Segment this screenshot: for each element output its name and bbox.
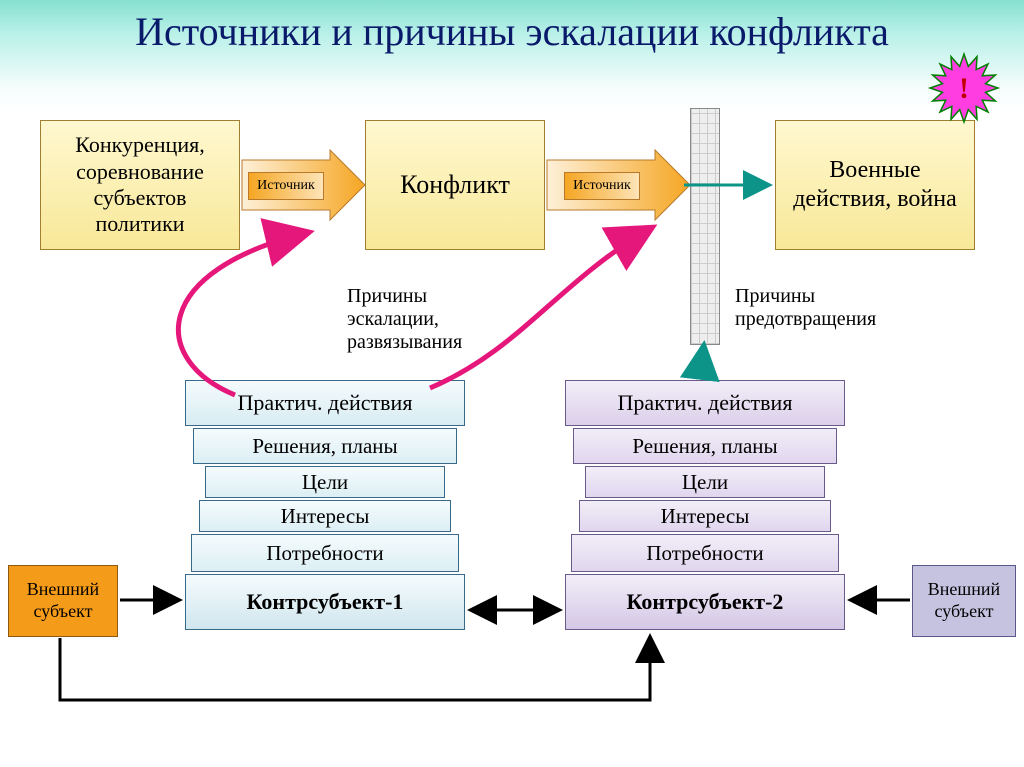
svg-text:!: ! <box>959 72 969 105</box>
arrow-label-1: Источник <box>248 172 324 200</box>
stack-countersubject-1: Практич. действия Решения, планы Цели Ин… <box>185 380 465 630</box>
box-external-right: Внешний субъект <box>912 565 1016 637</box>
layer-decisions-1: Решения, планы <box>193 428 457 464</box>
box-war: Военные действия, война <box>775 120 975 250</box>
arrow-label-2: Источник <box>564 172 640 200</box>
layer-title-1: Контрсубъект-1 <box>185 574 465 630</box>
block-arrow-1 <box>0 0 1024 767</box>
barrier <box>690 108 720 345</box>
box-external-left: Внешний субъект <box>8 565 118 637</box>
layer-interests-1: Интересы <box>199 500 451 532</box>
layer-needs-1: Потребности <box>191 534 459 572</box>
caption-prevention: Причины предотвращения <box>735 285 876 331</box>
attention-starburst: ! <box>924 48 1004 128</box>
layer-goals-2: Цели <box>585 466 825 498</box>
layer-interests-2: Интересы <box>579 500 831 532</box>
box-conflict: Конфликт <box>365 120 545 250</box>
layer-decisions-2: Решения, планы <box>573 428 837 464</box>
connectors <box>0 0 1024 767</box>
caption-escalation: Причины эскалации, развязывания <box>347 285 462 354</box>
box-competition: Конкуренция, соревнование субъектов поли… <box>40 120 240 250</box>
layer-needs-2: Потребности <box>571 534 839 572</box>
layer-goals-1: Цели <box>205 466 445 498</box>
layer-actions-2: Практич. действия <box>565 380 845 426</box>
diagram-title: Источники и причины эскалации конфликта <box>0 8 1024 55</box>
layer-actions-1: Практич. действия <box>185 380 465 426</box>
layer-title-2: Контрсубъект-2 <box>565 574 845 630</box>
stack-countersubject-2: Практич. действия Решения, планы Цели Ин… <box>565 380 845 630</box>
